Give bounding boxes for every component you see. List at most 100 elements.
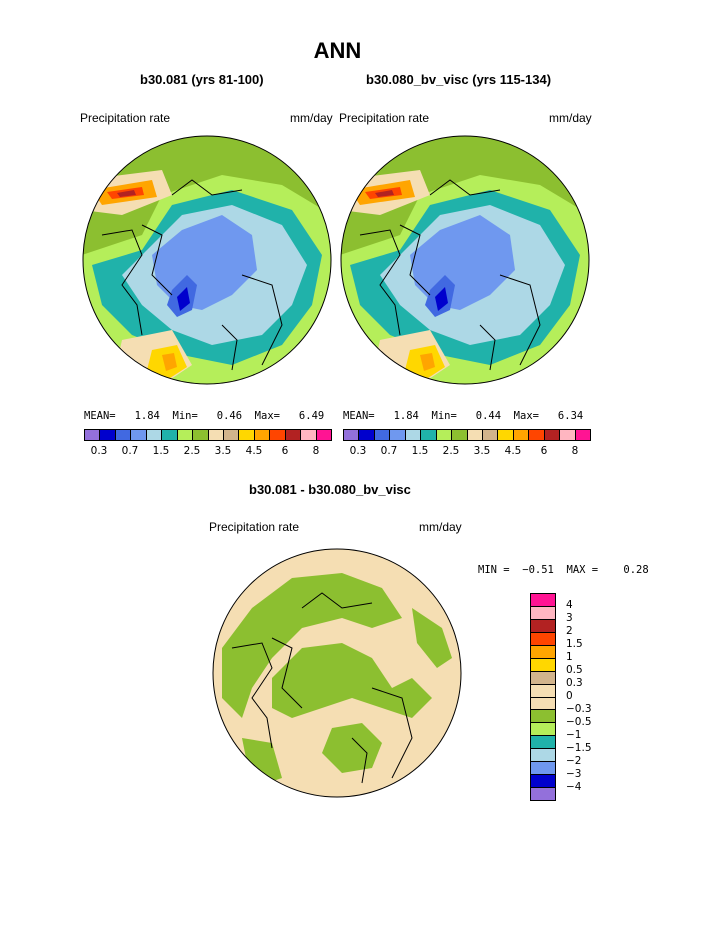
precip-contour-darkblue: [435, 287, 448, 311]
colorbar-swatch: [531, 594, 555, 607]
colorbar-swatch: [531, 619, 555, 633]
colorbar-tick-label: 4.5: [245, 445, 263, 457]
panel2-run-title: b30.080_bv_visc (yrs 115-134): [366, 72, 552, 87]
colorbar-swatch: [254, 430, 271, 440]
panel1-units: mm/day: [290, 111, 333, 125]
colorbar-tick-label: 1.5: [566, 638, 583, 650]
precip-contour-darkred: [117, 190, 136, 197]
colorbar-swatch: [531, 775, 555, 789]
colorbar-tick-label: 0.7: [380, 445, 398, 457]
colorbar-swatch: [531, 671, 555, 685]
colorbar-swatch: [544, 430, 561, 440]
colorbar-swatch: [531, 645, 555, 659]
colorbar-swatch: [531, 749, 555, 763]
colorbar-swatch: [531, 723, 555, 737]
diff-colorbar-ticks: 4 3 2 1.5 1 0.5 0.3 0 −0.3 −0.5 −1 −1.5 …: [566, 599, 606, 799]
diff-contour-green: [322, 723, 382, 773]
colorbar-swatch: [85, 430, 101, 440]
colorbar-swatch: [531, 606, 555, 620]
colorbar-tick-label: 0.5: [566, 664, 583, 676]
diff-units: mm/day: [419, 520, 462, 534]
colorbar-swatch: [575, 430, 590, 440]
colorbar-swatch: [531, 788, 555, 800]
colorbar-swatch: [452, 430, 468, 440]
colorbar-tick-label: 0.7: [121, 445, 139, 457]
diff-colorbar: [530, 593, 556, 801]
colorbar-tick-label: 4.5: [504, 445, 522, 457]
colorbar-tick-label: 8: [312, 445, 320, 457]
colorbar-tick-label: 0.3: [90, 445, 108, 457]
colorbar-tick-label: −0.3: [566, 703, 592, 715]
colorbar-tick-label: 1.5: [411, 445, 429, 457]
colorbar-swatch: [531, 736, 555, 750]
colorbar-swatch: [421, 430, 437, 440]
colorbar-swatch: [344, 430, 360, 440]
colorbar-swatch: [374, 430, 391, 440]
panel2-colorbar: [343, 429, 591, 441]
colorbar-swatch: [531, 697, 555, 711]
colorbar-swatch: [531, 710, 555, 724]
colorbar-swatch: [193, 430, 209, 440]
panel2-variable-label: Precipitation rate: [339, 111, 430, 125]
colorbar-swatch: [560, 430, 576, 440]
panel2-colorbar-ticks: 0.3 0.7 1.5 2.5 3.5 4.5 6 8: [343, 445, 591, 459]
colorbar-swatch: [239, 430, 255, 440]
colorbar-swatch: [316, 430, 331, 440]
colorbar-tick-label: 1: [566, 651, 573, 663]
colorbar-swatch: [131, 430, 147, 440]
colorbar-tick-label: 3.5: [214, 445, 232, 457]
colorbar-swatch: [146, 430, 163, 440]
panel1-colorbar-ticks: 0.3 0.7 1.5 2.5 3.5 4.5 6 8: [84, 445, 332, 459]
coastline: [101, 179, 283, 371]
colorbar-tick-label: −4: [566, 781, 582, 793]
precip-contour-orange-south: [162, 353, 177, 371]
map-border: [340, 135, 590, 385]
colorbar-swatch: [285, 430, 302, 440]
colorbar-tick-label: 4: [566, 599, 573, 611]
precip-contour-orange-south: [420, 353, 435, 371]
colorbar-tick-label: 0: [566, 690, 573, 702]
colorbar-swatch: [359, 430, 375, 440]
colorbar-tick-label: 8: [571, 445, 579, 457]
colorbar-swatch: [270, 430, 286, 440]
coastline: [231, 592, 413, 784]
panel1-stats: MEAN= 1.84 Min= 0.46 Max= 6.49: [84, 410, 325, 422]
colorbar-swatch: [482, 430, 499, 440]
colorbar-tick-label: 2: [566, 625, 573, 637]
page-title: ANN: [313, 38, 362, 63]
colorbar-tick-label: −2: [566, 755, 582, 767]
diff-contour-green: [412, 608, 452, 668]
colorbar-swatch: [531, 658, 555, 672]
diff-title: b30.081 - b30.080_bv_visc: [249, 482, 411, 497]
colorbar-swatch: [513, 430, 530, 440]
colorbar-tick-label: 0.3: [566, 677, 583, 689]
colorbar-tick-label: −1.5: [566, 742, 592, 754]
panel1-colorbar: [84, 429, 332, 441]
colorbar-swatch: [115, 430, 132, 440]
colorbar-tick-label: 3.5: [473, 445, 491, 457]
colorbar-tick-label: 2.5: [442, 445, 460, 457]
colorbar-swatch: [529, 430, 545, 440]
colorbar-swatch: [177, 430, 194, 440]
colorbar-swatch: [405, 430, 422, 440]
colorbar-tick-label: 6: [281, 445, 289, 457]
colorbar-swatch: [531, 684, 555, 698]
panel1-run-title: b30.081 (yrs 81-100): [140, 72, 264, 87]
polar-map-difference: [212, 548, 462, 798]
colorbar-tick-label: 6: [540, 445, 548, 457]
precip-contour-darkred: [375, 190, 394, 197]
colorbar-tick-label: 1.5: [152, 445, 170, 457]
colorbar-tick-label: 3: [566, 612, 573, 624]
colorbar-tick-label: 2.5: [183, 445, 201, 457]
coastline: [359, 179, 541, 371]
panel2-stats: MEAN= 1.84 Min= 0.44 Max= 6.34: [343, 410, 584, 422]
diff-variable-label: Precipitation rate: [209, 520, 300, 534]
colorbar-swatch: [498, 430, 514, 440]
colorbar-swatch: [531, 632, 555, 646]
colorbar-swatch: [208, 430, 224, 440]
colorbar-swatch: [531, 762, 555, 776]
panel1-variable-label: Precipitation rate: [80, 111, 171, 125]
polar-map-control: [82, 135, 332, 385]
diff-contour-green: [222, 573, 402, 718]
colorbar-tick-label: −1: [566, 729, 582, 741]
